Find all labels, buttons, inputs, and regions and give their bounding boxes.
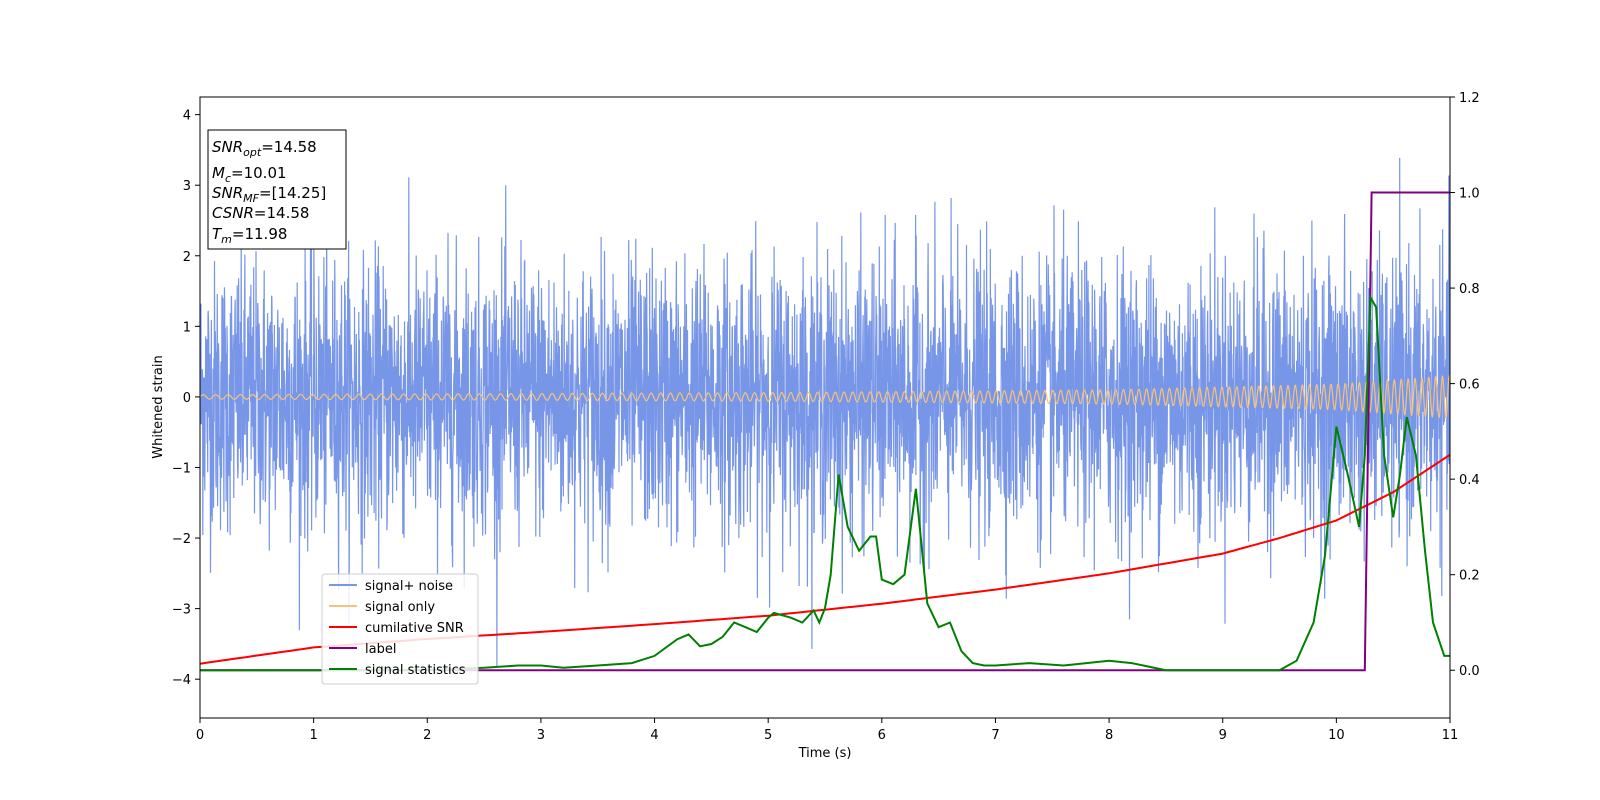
info-csnr: CSNR=14.58 bbox=[212, 204, 309, 222]
info-box: SNRopt=14.58 Mc=10.01 SNRMF=[14.25] CSNR… bbox=[207, 129, 347, 250]
info-mc: Mc=10.01 bbox=[212, 164, 287, 185]
x-tick-label-3: 3 bbox=[537, 728, 545, 743]
y-tick-label-2: 2 bbox=[183, 250, 191, 265]
info-snr-opt: SNRopt=14.58 bbox=[212, 138, 317, 159]
x-tick-label-0: 0 bbox=[196, 728, 204, 743]
x-tick-label-9: 9 bbox=[1219, 728, 1227, 743]
y-axis-label: Whitened strain bbox=[151, 355, 166, 458]
ticks-layer: 0 1 2 3 4 5 6 7 8 9 10 1143210−1−2−3−41.21.00.80.60… bbox=[172, 91, 1480, 743]
plot-frame bbox=[199, 96, 1451, 719]
y-tick-label-6: −2 bbox=[172, 532, 191, 547]
y-tick-label-1: 3 bbox=[183, 179, 191, 194]
y-tick-label-7: −3 bbox=[172, 603, 191, 618]
legend-label-signal-noise: signal+ noise bbox=[365, 579, 453, 594]
legend-label-signal-statistics: signal statistics bbox=[365, 663, 466, 678]
info-tm: Tm=11.98 bbox=[212, 225, 287, 246]
y2-tick-label-5: 0.2 bbox=[1459, 569, 1480, 584]
legend-label-signal-only: signal only bbox=[365, 600, 435, 615]
y2-tick-label-4: 0.4 bbox=[1459, 473, 1480, 488]
y-tick-label-8: −4 bbox=[172, 673, 191, 688]
x-tick-label-11: 11 bbox=[1442, 728, 1459, 743]
series-signal-statistics-line bbox=[200, 294, 1450, 672]
y-tick-label-4: 0 bbox=[183, 391, 191, 406]
info-snr-mf: SNRMF=[14.25] bbox=[212, 184, 326, 205]
legend-label-label: label bbox=[365, 642, 396, 657]
legend-label-cumulative-snr: cumilative SNR bbox=[365, 621, 464, 636]
x-tick-label-1: 1 bbox=[309, 728, 317, 743]
x-axis-label: Time (s) bbox=[798, 746, 852, 761]
y-tick-label-0: 4 bbox=[183, 109, 191, 124]
legend: signal+ noise signal only cumilative SNR… bbox=[321, 573, 479, 685]
x-tick-label-8: 8 bbox=[1105, 728, 1113, 743]
x-tick-label-6: 6 bbox=[878, 728, 886, 743]
x-tick-label-10: 10 bbox=[1328, 728, 1345, 743]
y2-tick-label-6: 0.0 bbox=[1459, 664, 1480, 679]
y2-tick-label-1: 1.0 bbox=[1459, 187, 1480, 202]
info-box-frame bbox=[207, 129, 347, 250]
x-tick-label-5: 5 bbox=[764, 728, 772, 743]
y2-tick-label-3: 0.6 bbox=[1459, 378, 1480, 393]
y2-tick-label-0: 1.2 bbox=[1459, 91, 1480, 106]
x-tick-label-4: 4 bbox=[650, 728, 658, 743]
series-signal-noise-line bbox=[200, 157, 1450, 667]
y2-tick-label-2: 0.8 bbox=[1459, 282, 1480, 297]
y-tick-label-5: −1 bbox=[172, 461, 191, 476]
y-tick-label-3: 1 bbox=[183, 320, 191, 335]
x-tick-label-2: 2 bbox=[423, 728, 431, 743]
series-label-line bbox=[200, 191, 1450, 672]
series-signal-only-line bbox=[200, 374, 1450, 419]
legend-frame bbox=[321, 573, 479, 685]
x-tick-label-7: 7 bbox=[991, 728, 999, 743]
